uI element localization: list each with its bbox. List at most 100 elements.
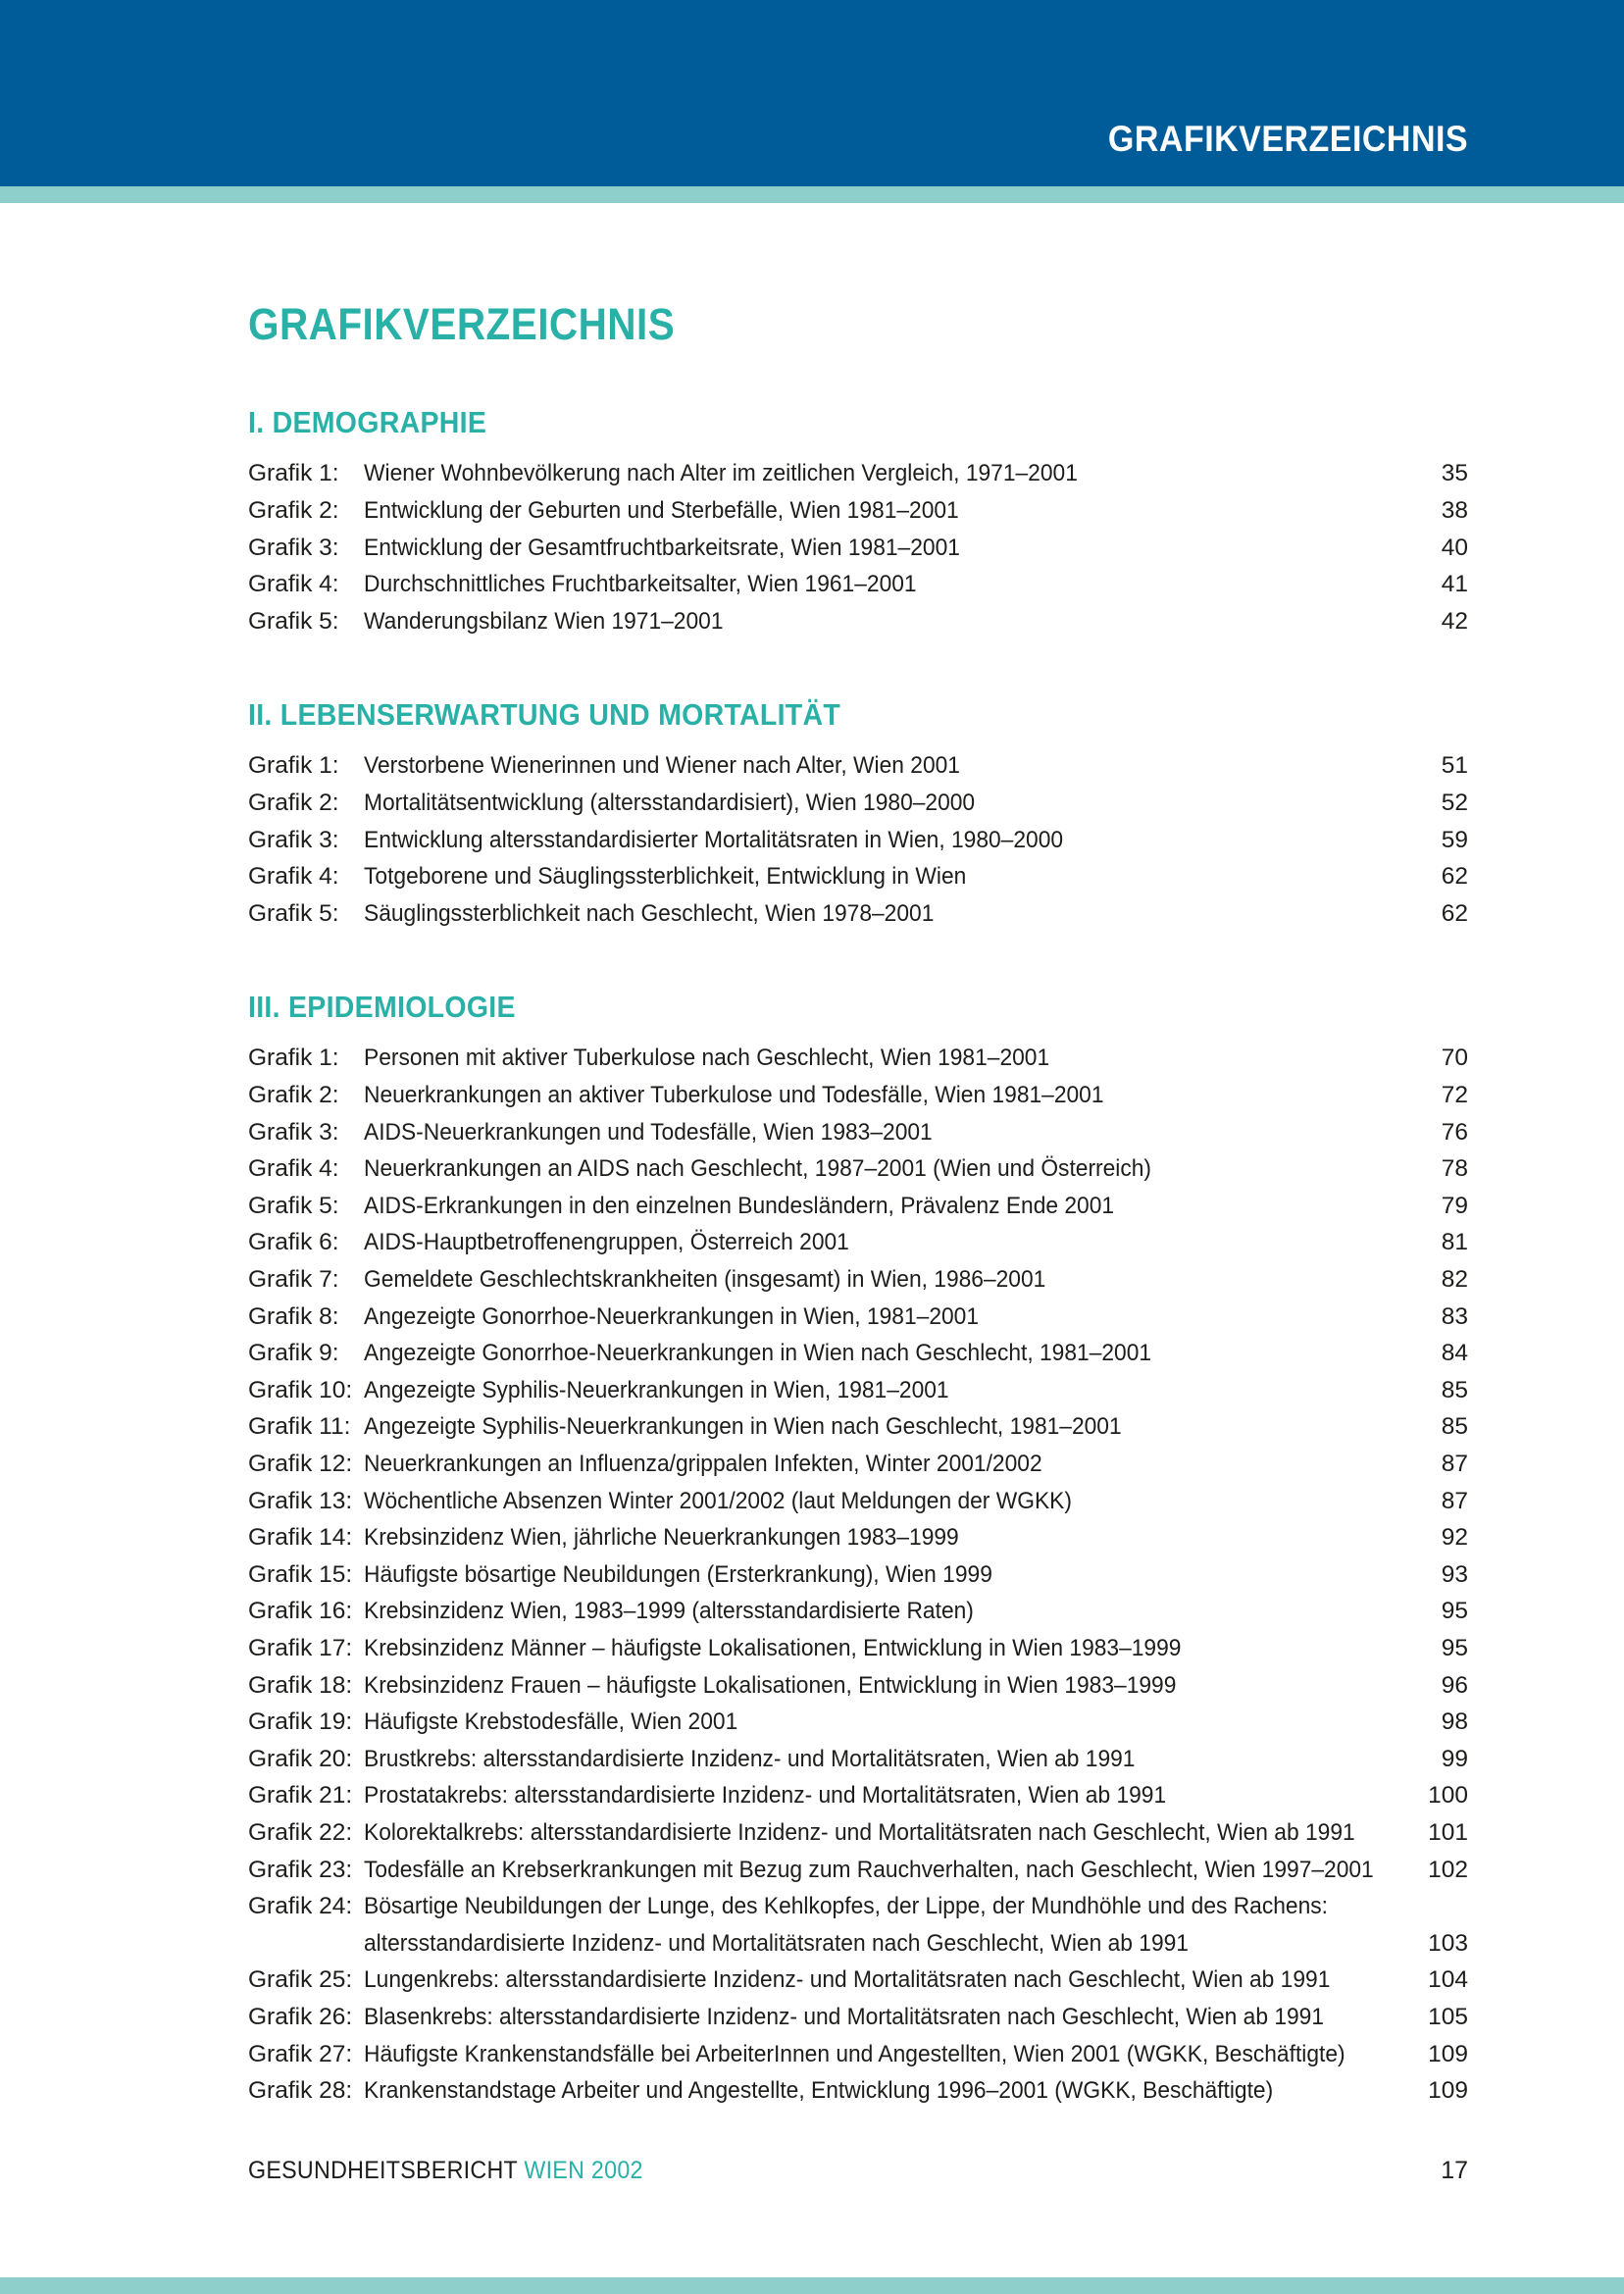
entry-label: Grafik 8: (248, 1302, 339, 1330)
entry-text-wrap: Säuglingssterblichkeit nach Geschlecht, … (364, 895, 1399, 933)
entry-label: Grafik 2: (248, 790, 339, 816)
entry-label: Grafik 12: (248, 1451, 353, 1477)
entry-text-wrap: Entwicklung der Geburten und Sterbefälle… (364, 492, 1399, 530)
toc-entry-row: Grafik 19: Häufigste Krebstodesfälle, Wie… (248, 1704, 1468, 1741)
entry-text-wrap: Neuerkrankungen an aktiver Tuberkulose u… (364, 1077, 1399, 1114)
entry-page-number: 109 (1428, 2077, 1468, 2105)
toc-entry-row: Grafik 2: Mortalitätsentwicklung (alterss… (248, 785, 1468, 822)
entry-label: Grafik 3: (248, 826, 339, 853)
entry-label: Grafik 11: (248, 1413, 351, 1441)
toc-entry-row: Grafik 9: Angezeigte Gonorrhoe-Neuerkrank… (248, 1335, 1468, 1372)
entry-label: Grafik 23: (248, 1856, 353, 1883)
entry-page-number: 51 (1441, 752, 1468, 780)
entry-text-wrap: Wiener Wohnbevölkerung nach Alter im zei… (364, 455, 1399, 492)
entry-text: Wöchentliche Absenzen Winter 2001/2002 (… (364, 1487, 1072, 1514)
toc-entry-row: Grafik 2: Neuerkrankungen an aktiver Tube… (248, 1077, 1468, 1114)
entry-text-wrap: Wöchentliche Absenzen Winter 2001/2002 (… (364, 1483, 1399, 1520)
entry-text-wrap: Personen mit aktiver Tuberkulose nach Ge… (364, 1040, 1399, 1077)
footer-report-name: GESUNDHEITSBERICHT (248, 2157, 518, 2184)
section-heading: II. LEBENSERWARTUNG UND MORTALITÄT (248, 697, 841, 733)
entry-text-wrap: Krebsinzidenz Wien, jährliche Neuerkrank… (364, 1519, 1399, 1556)
toc-entry-row: Grafik 6: AIDS-Hauptbetroffenengruppen, Ö… (248, 1224, 1468, 1261)
toc-entry-row: Grafik 3: AIDS-Neuerkrankungen und Todesf… (248, 1114, 1468, 1151)
entry-text-wrap: Krankenstandstage Arbeiter und Angestell… (364, 2072, 1399, 2110)
entry-label: Grafik 24: (248, 1893, 353, 1920)
toc-entry-row: Grafik 5: Wanderungsbilanz Wien 1971–2001… (248, 603, 1468, 640)
entry-page-number: 99 (1441, 1745, 1468, 1772)
footer-teal-stripe (0, 2277, 1624, 2294)
entry-page-number: 95 (1441, 1598, 1468, 1625)
entry-page-number: 62 (1441, 899, 1468, 927)
entry-text: Verstorbene Wienerinnen und Wiener nach … (364, 752, 960, 780)
entry-text-wrap: Angezeigte Syphilis-Neuerkrankungen in W… (364, 1372, 1399, 1409)
entry-label: Grafik 27: (248, 2040, 353, 2067)
entry-page-number: 76 (1441, 1118, 1468, 1146)
entry-label: Grafik 14: (248, 1524, 353, 1552)
toc-section: II. LEBENSERWARTUNG UND MORTALITÄT Grafik… (248, 698, 1468, 932)
toc-entry-row: Grafik 25: Lungenkrebs: altersstandardisi… (248, 1962, 1468, 1999)
entry-text: Todesfälle an Krebserkrankungen mit Bezu… (364, 1856, 1374, 1883)
entry-page-number: 38 (1441, 496, 1468, 524)
entry-page-number: 72 (1441, 1082, 1468, 1109)
entry-label: Grafik 1: (248, 460, 339, 487)
entry-page-number: 103 (1428, 1929, 1468, 1957)
entry-page-number: 104 (1428, 1966, 1468, 1994)
footer-report-title: GESUNDHEITSBERICHT WIEN 2002 (248, 2157, 643, 2185)
entry-text: Personen mit aktiver Tuberkulose nach Ge… (364, 1045, 1050, 1072)
entry-text: Krebsinzidenz Wien, jährliche Neuerkrank… (364, 1524, 959, 1552)
header-bar: GRAFIKVERZEICHNIS (0, 0, 1624, 186)
entry-label: Grafik 16: (248, 1598, 353, 1625)
footer-report-edition: WIEN 2002 (524, 2157, 643, 2184)
entry-text: Wiener Wohnbevölkerung nach Alter im zei… (364, 460, 1078, 487)
section-heading: III. EPIDEMIOLOGIE (248, 990, 516, 1025)
entry-label: Grafik 9: (248, 1340, 339, 1367)
entry-text-wrap: Durchschnittliches Fruchtbarkeitsalter, … (364, 566, 1399, 603)
entry-page-number: 109 (1428, 2040, 1468, 2067)
entry-label: Grafik 3: (248, 1118, 339, 1146)
entry-text: Entwicklung der Gesamtfruchtbarkeitsrate… (364, 534, 960, 561)
entry-text: Angezeigte Gonorrhoe-Neuerkrankungen in … (364, 1340, 1152, 1367)
entry-page-number: 62 (1441, 863, 1468, 891)
entry-label: Grafik 1: (248, 1045, 339, 1072)
entry-page-number: 78 (1441, 1155, 1468, 1183)
entry-text: Gemeldete Geschlechtskrankheiten (insges… (364, 1266, 1046, 1294)
toc-entry-row: Grafik 12: Neuerkrankungen an Influenza/g… (248, 1446, 1468, 1483)
header-teal-stripe (0, 186, 1624, 203)
entry-text: Brustkrebs: altersstandardisierte Inzide… (364, 1745, 1136, 1772)
page-footer: GESUNDHEITSBERICHT WIEN 2002 17 (248, 2157, 1468, 2185)
section-heading: I. DEMOGRAPHIE (248, 405, 487, 440)
entry-page-number: 100 (1428, 1782, 1468, 1810)
toc-section: I. DEMOGRAPHIE Grafik 1: Wiener Wohnbevölk… (248, 406, 1468, 639)
entry-label: Grafik 26: (248, 2003, 353, 2030)
entry-text: Neuerkrankungen an Influenza/grippalen I… (364, 1451, 1042, 1477)
entry-text: Krankenstandstage Arbeiter und Angestell… (364, 2077, 1274, 2105)
toc-entry-row: Grafik 17: Krebsinzidenz Männer – häufigs… (248, 1630, 1468, 1667)
entry-label: Grafik 5: (248, 1192, 339, 1219)
entry-page-number: 101 (1428, 1818, 1468, 1846)
toc-entry-row: Grafik 8: Angezeigte Gonorrhoe-Neuerkrank… (248, 1299, 1468, 1336)
entry-text-wrap: Krebsinzidenz Männer – häufigste Lokalis… (364, 1630, 1399, 1667)
toc-entry-row: Grafik 1: Wiener Wohnbevölkerung nach Alt… (248, 455, 1468, 492)
toc-entry-row: Grafik 26: Blasenkrebs: altersstandardisi… (248, 1999, 1468, 2036)
entry-label: Grafik 4: (248, 1155, 339, 1183)
entry-text-wrap: Lungenkrebs: altersstandardisierte Inzid… (364, 1962, 1399, 1999)
entry-page-number: 83 (1441, 1302, 1468, 1330)
toc-entry-row: altersstandardisierte Inzidenz- und Mort… (248, 1925, 1468, 1963)
entry-page-number: 85 (1441, 1376, 1468, 1403)
entry-label: Grafik 6: (248, 1229, 339, 1256)
header-title: GRAFIKVERZEICHNIS (1107, 119, 1468, 159)
entry-label: Grafik 7: (248, 1266, 339, 1294)
entry-text: AIDS-Neuerkrankungen und Todesfälle, Wie… (364, 1118, 933, 1146)
entry-text: AIDS-Erkrankungen in den einzelnen Bunde… (364, 1192, 1115, 1219)
entry-page-number: 81 (1441, 1229, 1468, 1256)
entry-text: Angezeigte Gonorrhoe-Neuerkrankungen in … (364, 1302, 980, 1330)
footer-page-number: 17 (1441, 2157, 1468, 2184)
entry-text-wrap: Kolorektalkrebs: altersstandardisierte I… (364, 1814, 1399, 1852)
entry-text-wrap: Totgeborene und Säuglingssterblichkeit, … (364, 858, 1399, 895)
toc-entry-row: Grafik 21: Prostatakrebs: altersstandardi… (248, 1777, 1468, 1814)
entry-text: Prostatakrebs: altersstandardisierte Inz… (364, 1782, 1167, 1810)
entry-text: Entwicklung altersstandardisierter Morta… (364, 826, 1064, 853)
entry-label: Grafik 5: (248, 899, 339, 927)
entry-text: Kolorektalkrebs: altersstandardisierte I… (364, 1818, 1355, 1846)
